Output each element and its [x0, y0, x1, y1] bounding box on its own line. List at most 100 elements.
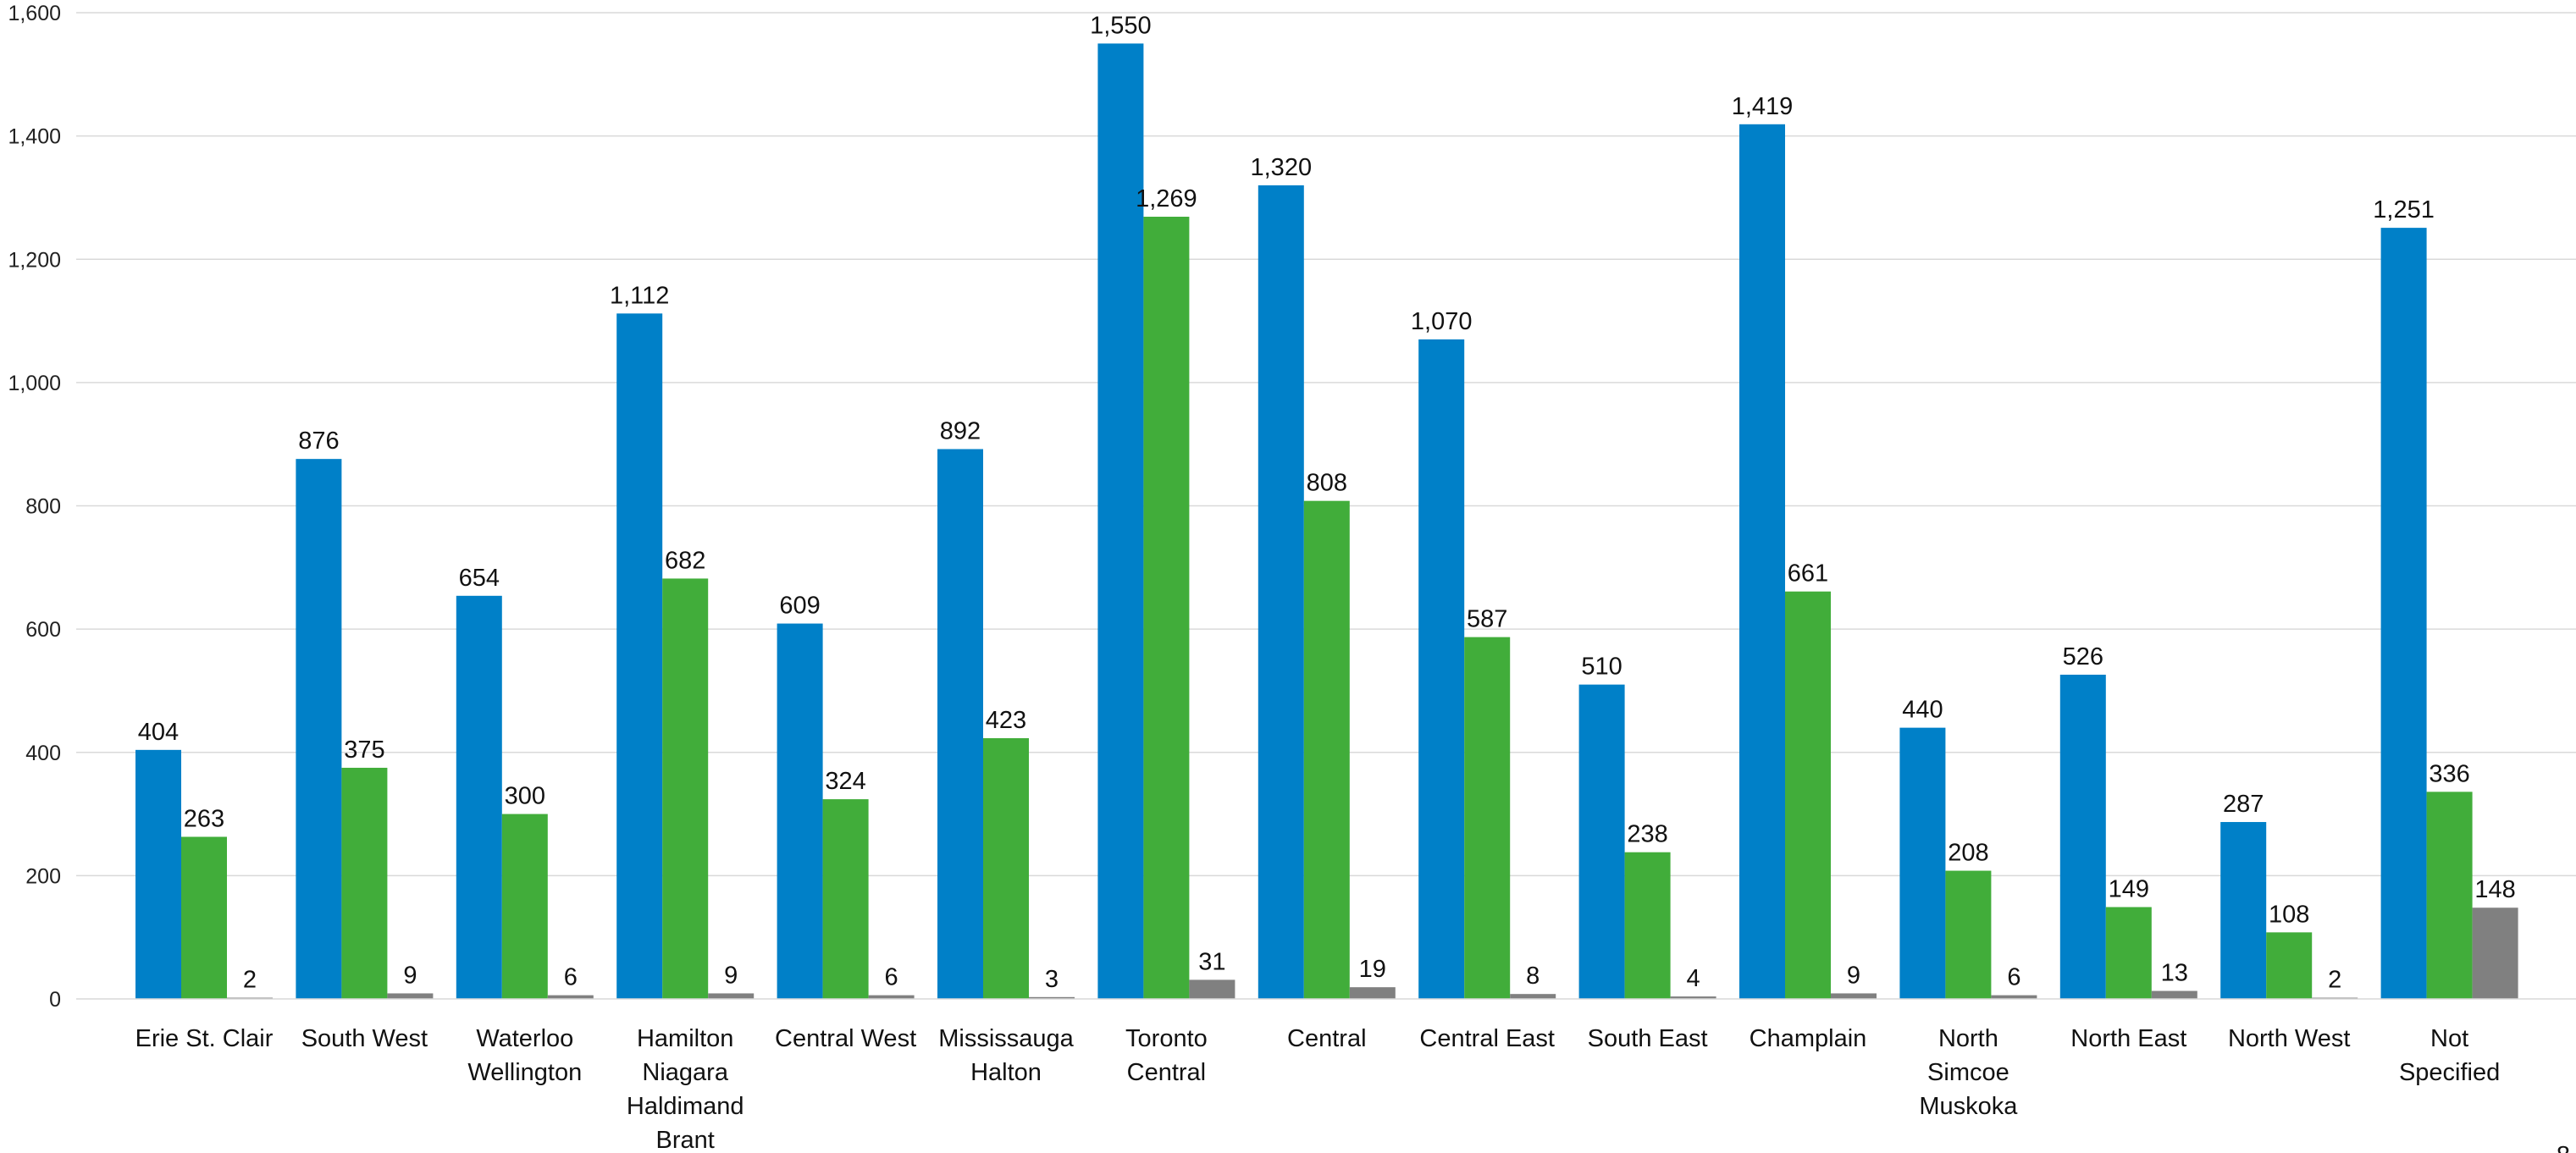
data-label: 404 — [138, 719, 179, 746]
bar — [1258, 185, 1304, 999]
data-label: 148 — [2474, 876, 2515, 903]
data-label: 6 — [885, 964, 898, 991]
bar — [2059, 675, 2106, 999]
category-label: Champlain — [1750, 1025, 1867, 1052]
data-label: 19 — [1359, 956, 1386, 983]
data-label: 808 — [1307, 470, 1347, 497]
category-label: South East — [1588, 1025, 1708, 1052]
bar — [1349, 987, 1396, 999]
bar — [1189, 979, 1235, 999]
bar — [822, 799, 869, 999]
data-label: 654 — [459, 565, 500, 592]
data-label: 1,251 — [2373, 196, 2435, 223]
bar — [387, 993, 434, 999]
data-label: 9 — [724, 962, 738, 989]
bar — [1831, 993, 1877, 999]
bar — [983, 738, 1029, 999]
data-label: 526 — [2063, 643, 2103, 670]
data-label: 423 — [986, 707, 1026, 734]
data-label: 3 — [1045, 966, 1059, 993]
bar — [1418, 339, 1465, 999]
page-number: 8 — [2557, 1142, 2570, 1153]
bar — [1143, 217, 1190, 999]
category-label: North Simcoe Muskoka — [1919, 1025, 2018, 1120]
y-tick-label: 1,200 — [8, 248, 61, 272]
data-label: 892 — [940, 418, 981, 445]
category-label: Toronto Central — [1125, 1025, 1208, 1086]
data-label: 1,550 — [1090, 12, 1152, 39]
data-label: 510 — [1581, 654, 1622, 681]
bar — [341, 767, 388, 999]
bar — [708, 993, 755, 999]
data-label: 324 — [825, 768, 865, 795]
data-label: 31 — [1198, 948, 1225, 975]
bar — [181, 836, 227, 999]
category-label: North West — [2228, 1025, 2351, 1052]
y-tick-label: 800 — [25, 495, 61, 519]
bar — [1785, 591, 1831, 999]
y-axis-tick-labels: 0 200 400 600 800 1,000 1,200 1,400 1,600 — [8, 2, 61, 1012]
data-label: 9 — [403, 962, 417, 989]
y-tick-label: 0 — [49, 988, 61, 1012]
category-label: Not Specified — [2399, 1025, 2500, 1086]
bar — [2472, 908, 2518, 999]
data-label: 287 — [2223, 791, 2264, 818]
bar — [662, 578, 709, 999]
data-label: 9 — [1847, 962, 1860, 989]
bar — [501, 814, 548, 999]
bar — [868, 995, 915, 999]
bar — [2151, 990, 2197, 999]
bar — [1097, 43, 1144, 999]
data-label: 1,112 — [610, 282, 669, 309]
category-label: Mississauga Halton — [938, 1025, 1074, 1086]
bar — [777, 623, 823, 999]
bar — [547, 995, 594, 999]
data-label: 661 — [1788, 560, 1828, 588]
x-axis-category-labels: Erie St. Clair South West Waterloo Wellingt… — [135, 1025, 2501, 1153]
bar — [1510, 994, 1556, 999]
bar — [1578, 684, 1625, 999]
data-label: 587 — [1467, 606, 1507, 633]
category-label: Erie St. Clair — [135, 1025, 274, 1052]
data-label: 6 — [564, 964, 578, 991]
bar — [1991, 995, 2037, 999]
bar — [2426, 792, 2473, 999]
bar — [1464, 637, 1511, 999]
bar — [937, 449, 983, 999]
bar — [1303, 500, 1350, 999]
bars — [135, 43, 2518, 1000]
data-label: 2 — [243, 967, 257, 994]
bar — [135, 749, 181, 999]
data-label: 4 — [1687, 965, 1700, 992]
category-label: Central — [1287, 1025, 1367, 1052]
data-label: 2 — [2328, 967, 2341, 994]
category-label: Central East — [1419, 1025, 1555, 1052]
category-label: North East — [2070, 1025, 2186, 1052]
bar — [1739, 124, 1785, 999]
y-tick-label: 1,400 — [8, 125, 61, 149]
data-label: 375 — [344, 736, 384, 764]
y-tick-label: 1,000 — [8, 372, 61, 395]
data-label: 876 — [298, 428, 339, 455]
bar — [1945, 870, 1992, 999]
category-label: Waterloo Wellington — [467, 1025, 582, 1086]
data-label: 6 — [2007, 964, 2020, 991]
data-label: 13 — [2161, 960, 2188, 987]
data-label: 300 — [505, 783, 545, 810]
bar — [1899, 727, 1946, 999]
data-label: 440 — [1902, 697, 1943, 724]
bar — [2380, 228, 2427, 1000]
data-label: 208 — [1948, 840, 1988, 867]
bar — [296, 459, 342, 999]
y-tick-label: 600 — [25, 618, 61, 642]
data-label: 1,419 — [1732, 93, 1794, 120]
data-label: 149 — [2109, 876, 2149, 903]
data-label: 8 — [1526, 963, 1540, 990]
category-label: Hamilton Niagara Haldimand Brant — [627, 1025, 744, 1153]
y-tick-label: 200 — [25, 864, 61, 888]
data-label: 1,320 — [1251, 154, 1313, 181]
bar — [2105, 907, 2152, 999]
data-label: 263 — [184, 806, 224, 833]
bar — [1029, 996, 1075, 999]
